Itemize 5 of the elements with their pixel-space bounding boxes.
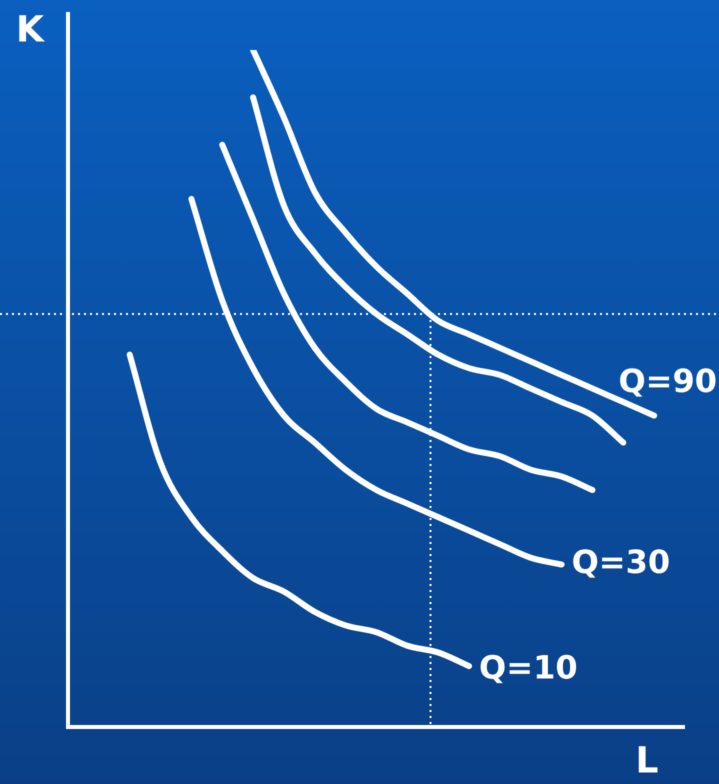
series-label: Q=10 bbox=[479, 648, 578, 686]
x-axis-title: L bbox=[636, 740, 658, 782]
y-axis-title: K bbox=[16, 9, 46, 50]
series-label: Q=90 bbox=[618, 362, 717, 400]
series-label: Q=30 bbox=[572, 542, 670, 581]
